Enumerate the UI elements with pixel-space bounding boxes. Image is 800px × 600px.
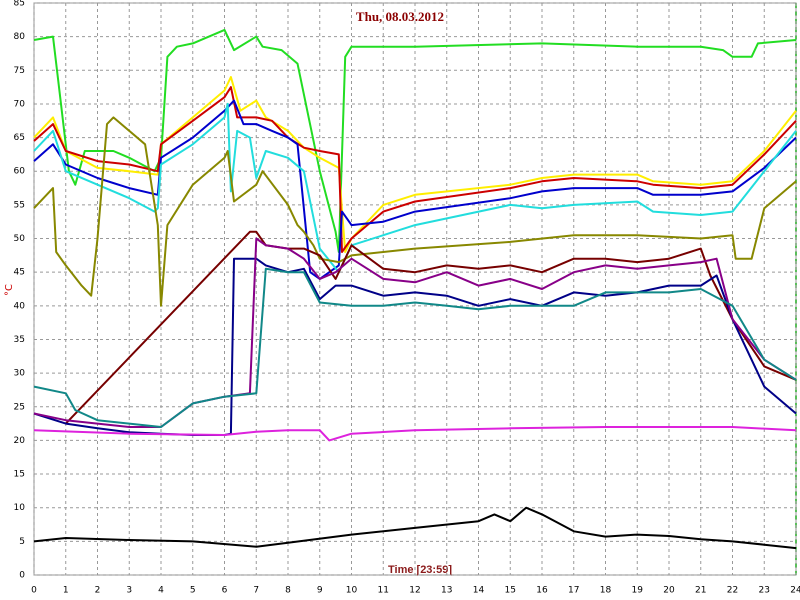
x-tick-label: 14: [473, 586, 485, 596]
y-tick-label: 85: [14, 0, 25, 9]
x-tick-label: 18: [600, 586, 612, 596]
x-tick-label: 21: [695, 586, 706, 596]
y-tick-label: 40: [14, 301, 26, 311]
series-line: [33, 267, 797, 428]
x-tick-label: 23: [759, 586, 770, 596]
y-tick-label: 5: [19, 537, 25, 547]
y-tick-label: 10: [14, 503, 26, 513]
x-tick-label: 3: [126, 586, 132, 596]
y-tick-label: 25: [14, 402, 25, 412]
y-tick-label: 15: [14, 470, 25, 480]
y-axis-label: °C: [4, 284, 15, 296]
y-tick-label: 70: [14, 99, 26, 109]
x-tick-label: 2: [95, 586, 101, 596]
y-tick-label: 75: [14, 66, 25, 76]
x-tick-label: 4: [158, 586, 164, 596]
series-line: [33, 76, 797, 253]
chart-title: Thu, 08.03.2012: [356, 9, 444, 24]
x-tick-label: 15: [505, 586, 516, 596]
x-tick-label: 8: [285, 586, 291, 596]
x-tick-label: 5: [190, 586, 196, 596]
x-tick-label: 7: [253, 586, 259, 596]
x-tick-label: 24: [790, 586, 800, 596]
series-line: [33, 506, 797, 550]
x-tick-label: 11: [378, 586, 389, 596]
x-tick-label: 9: [317, 586, 323, 596]
x-tick-label: 10: [346, 586, 358, 596]
y-tick-label: 80: [14, 32, 26, 42]
series-line: [33, 116, 797, 307]
x-tick-label: 13: [441, 586, 452, 596]
x-axis-label: Time [23:59]: [388, 564, 452, 576]
x-tick-label: 6: [222, 586, 228, 596]
series-line: [33, 426, 797, 442]
x-tick-label: 12: [409, 586, 420, 596]
x-tick-label: 19: [632, 586, 644, 596]
x-tick-label: 20: [663, 586, 675, 596]
x-tick-label: 0: [31, 586, 37, 596]
y-tick-label: 35: [14, 335, 25, 345]
x-tick-label: 17: [568, 586, 579, 596]
y-tick-label: 45: [14, 268, 25, 278]
y-tick-label: 50: [14, 234, 26, 244]
series-line: [33, 86, 797, 253]
y-tick-label: 0: [19, 571, 25, 581]
y-tick-label: 65: [14, 133, 25, 143]
y-tick-label: 20: [14, 436, 26, 446]
y-tick-label: 30: [14, 369, 26, 379]
series-line: [33, 28, 797, 253]
x-tick-label: 22: [727, 586, 738, 596]
y-tick-label: 55: [14, 200, 25, 210]
x-tick-label: 1: [63, 586, 69, 596]
y-tick-label: 60: [14, 167, 26, 177]
x-tick-label: 16: [536, 586, 548, 596]
